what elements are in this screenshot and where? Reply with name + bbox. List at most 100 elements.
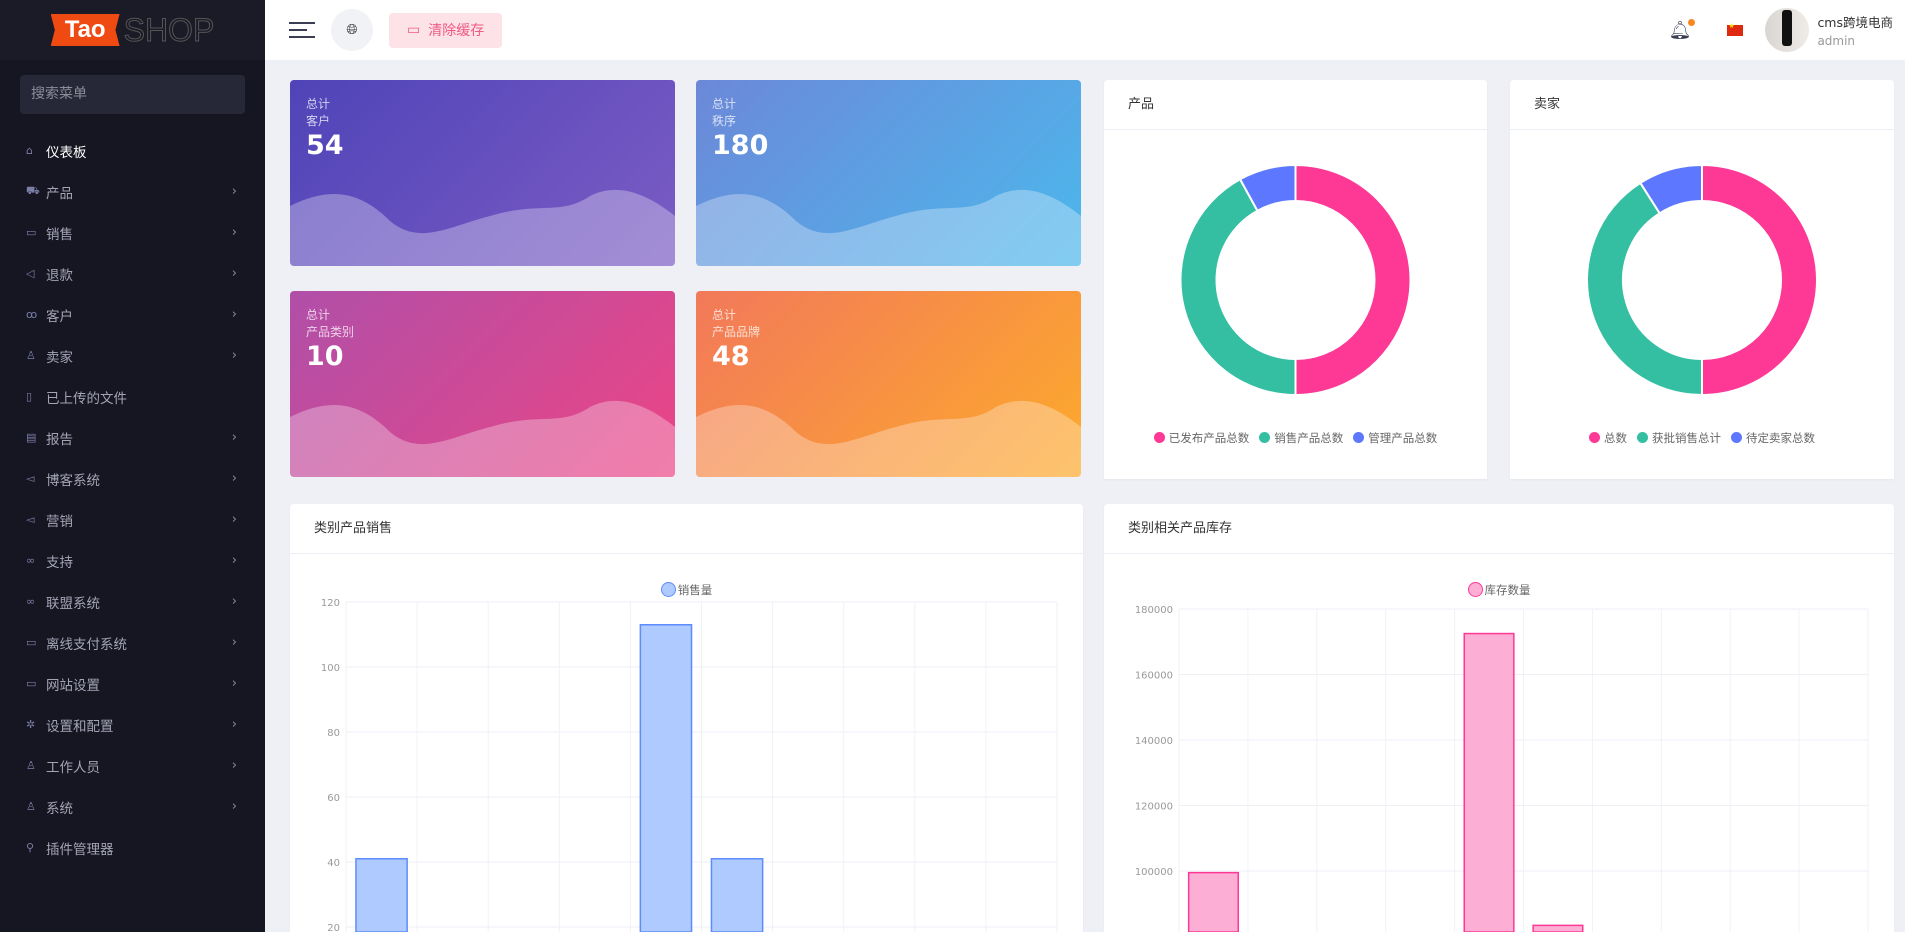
bar[interactable] — [1187, 871, 1240, 932]
stat-card[interactable]: 总计 产品品牌 48 — [696, 291, 1081, 477]
sidebar-item-label: 卖家 — [46, 349, 73, 366]
y-tick-label: 100000 — [1135, 867, 1173, 878]
chevron-right-icon: › — [231, 348, 237, 363]
stock-bar-chart: 100000 120000 140000 160000 180000 — [1135, 605, 1869, 932]
stat-value: 10 — [306, 341, 344, 372]
sidebar-item[interactable]: ∞ 联盟系统 › — [0, 581, 265, 622]
legend-item[interactable]: 销售产品总数 — [1259, 430, 1343, 446]
donut-slice[interactable] — [1701, 163, 1818, 397]
menu-toggle-icon[interactable] — [289, 17, 315, 43]
sidebar-item[interactable]: ▭ 网站设置 › — [0, 663, 265, 704]
chevron-right-icon: › — [231, 225, 237, 240]
stat-card[interactable]: 总计 客户 54 — [290, 80, 675, 266]
bar[interactable] — [355, 858, 408, 932]
logo[interactable]: Tao SHOP — [0, 0, 265, 60]
chart-legend[interactable]: 销售量 — [290, 582, 1083, 598]
sidebar-item-label: 营销 — [46, 513, 73, 530]
sidebar-item[interactable]: ♙ 系统 › — [0, 786, 265, 827]
sidebar-item-label: 仪表板 — [46, 144, 87, 161]
money-icon: ▭ — [26, 226, 37, 239]
donut-slice[interactable] — [1294, 163, 1412, 397]
legend-item[interactable]: 总数 — [1589, 430, 1627, 446]
stat-value: 180 — [712, 130, 769, 161]
legend-label: 获批销售总计 — [1652, 431, 1721, 445]
sidebar: Tao SHOP 搜索菜单 ⌂ 仪表板 ⛟ 产品 › ▭ 销售 › ◁ 退款 › ꝏ 客户 › ♙ 卖家 › ▯ 已… — [0, 0, 265, 932]
wave-decoration — [290, 400, 675, 477]
sidebar-item[interactable]: ▭ 销售 › — [0, 212, 265, 253]
chart-legend[interactable]: 库存数量 — [1104, 582, 1894, 598]
card-title: 卖家 — [1510, 80, 1894, 130]
legend-label: 销售产品总数 — [1274, 431, 1344, 445]
sellers-donut — [1586, 163, 1818, 397]
sidebar-item[interactable]: ⌂ 仪表板 — [0, 130, 265, 171]
sidebar-item[interactable]: ✲ 设置和配置 › — [0, 704, 265, 745]
products-donut-card: 产品 已发布产品总数 销售产品总数 管理产品总数 — [1104, 80, 1487, 479]
sidebar-item[interactable]: ⚲ 插件管理器 — [0, 827, 265, 868]
legend-label: 库存数量 — [1484, 583, 1531, 597]
legend-swatch — [660, 582, 676, 597]
legend-swatch — [1589, 432, 1600, 443]
sidebar-nav: ⌂ 仪表板 ⛟ 产品 › ▭ 销售 › ◁ 退款 › ꝏ 客户 › ♙ 卖家 › ▯ 已上传的文件 ▤ 报告 › ◅ 博客系统… — [0, 130, 265, 868]
users-icon: ꝏ — [26, 308, 38, 321]
clear-cache-button[interactable]: ▭ 清除缓存 — [389, 12, 503, 48]
sales-bar-chart: 20 40 60 80 100 120 — [321, 598, 1058, 932]
user-icon: ♙ — [26, 349, 36, 362]
chevron-right-icon: › — [231, 307, 237, 322]
legend-label: 总数 — [1604, 431, 1627, 445]
sidebar-item-label: 网站设置 — [46, 677, 100, 694]
sidebar-item[interactable]: ▤ 报告 › — [0, 417, 265, 458]
sidebar-item[interactable]: ♙ 工作人员 › — [0, 745, 265, 786]
donut-slice[interactable] — [1238, 163, 1297, 213]
legend-item[interactable]: 获批销售总计 — [1637, 430, 1721, 446]
sidebar-item[interactable]: ◁ 退款 › — [0, 253, 265, 294]
sidebar-item[interactable]: ∞ 支持 › — [0, 540, 265, 581]
wave-decoration — [696, 400, 1081, 477]
menu-search-input[interactable]: 搜索菜单 — [20, 75, 245, 114]
sidebar-item-label: 联盟系统 — [46, 595, 100, 612]
chevron-right-icon: › — [231, 512, 237, 527]
sidebar-item[interactable]: ▯ 已上传的文件 — [0, 376, 265, 417]
file-icon: ▤ — [26, 431, 37, 444]
stat-card[interactable]: 总计 秩序 180 — [696, 80, 1081, 266]
avatar[interactable] — [1765, 8, 1810, 52]
sidebar-item[interactable]: ♙ 卖家 › — [0, 335, 265, 376]
bar[interactable] — [1532, 924, 1584, 932]
donut-legend: 总数 获批销售总计 待定卖家总数 — [1510, 430, 1894, 446]
bar[interactable] — [710, 858, 764, 932]
donut-slice[interactable] — [1638, 163, 1703, 215]
link-icon: ∞ — [26, 595, 36, 608]
sidebar-item[interactable]: ꝏ 客户 › — [0, 294, 265, 335]
donut-slice[interactable] — [1179, 177, 1297, 397]
user-info[interactable]: cms跨境电商 admin — [1817, 12, 1893, 48]
legend-item[interactable]: 待定卖家总数 — [1731, 430, 1815, 446]
chevron-right-icon: › — [231, 635, 237, 650]
legend-swatch — [1259, 432, 1271, 443]
sidebar-item-label: 产品 — [46, 185, 73, 202]
china-flag-icon[interactable] — [1727, 22, 1744, 36]
legend-label: 已发布产品总数 — [1168, 431, 1250, 445]
sidebar-item-label: 博客系统 — [46, 472, 100, 489]
bar[interactable] — [639, 624, 693, 932]
sidebar-item-label: 支持 — [46, 554, 73, 571]
bar[interactable] — [1463, 632, 1515, 932]
user-icon: ♙ — [26, 759, 36, 772]
sidebar-item-label: 系统 — [46, 800, 73, 817]
y-tick-label: 180000 — [1135, 605, 1173, 616]
drive-icon: ▭ — [407, 22, 421, 38]
donut-slice[interactable] — [1586, 181, 1703, 397]
legend-item[interactable]: 管理产品总数 — [1353, 430, 1437, 446]
stat-sub-label: 客户 — [306, 114, 331, 128]
sidebar-item[interactable]: ◅ 博客系统 › — [0, 458, 265, 499]
card-title: 类别相关产品库存 — [1104, 504, 1894, 554]
sidebar-item[interactable]: ⛟ 产品 › — [0, 171, 265, 212]
stat-value: 48 — [712, 341, 750, 372]
sidebar-item[interactable]: ▭ 离线支付系统 › — [0, 622, 265, 663]
monitor-icon: ▭ — [26, 677, 37, 690]
sidebar-item[interactable]: ◅ 营销 › — [0, 499, 265, 540]
chevron-right-icon: › — [231, 676, 237, 691]
legend-item[interactable]: 已发布产品总数 — [1153, 430, 1250, 446]
legend-label: 销售量 — [677, 583, 713, 597]
stat-card[interactable]: 总计 产品类别 10 — [290, 291, 675, 477]
globe-icon[interactable]: 🌐︎ — [331, 9, 373, 51]
bell-icon[interactable]: 🔔︎ — [1669, 18, 1696, 41]
